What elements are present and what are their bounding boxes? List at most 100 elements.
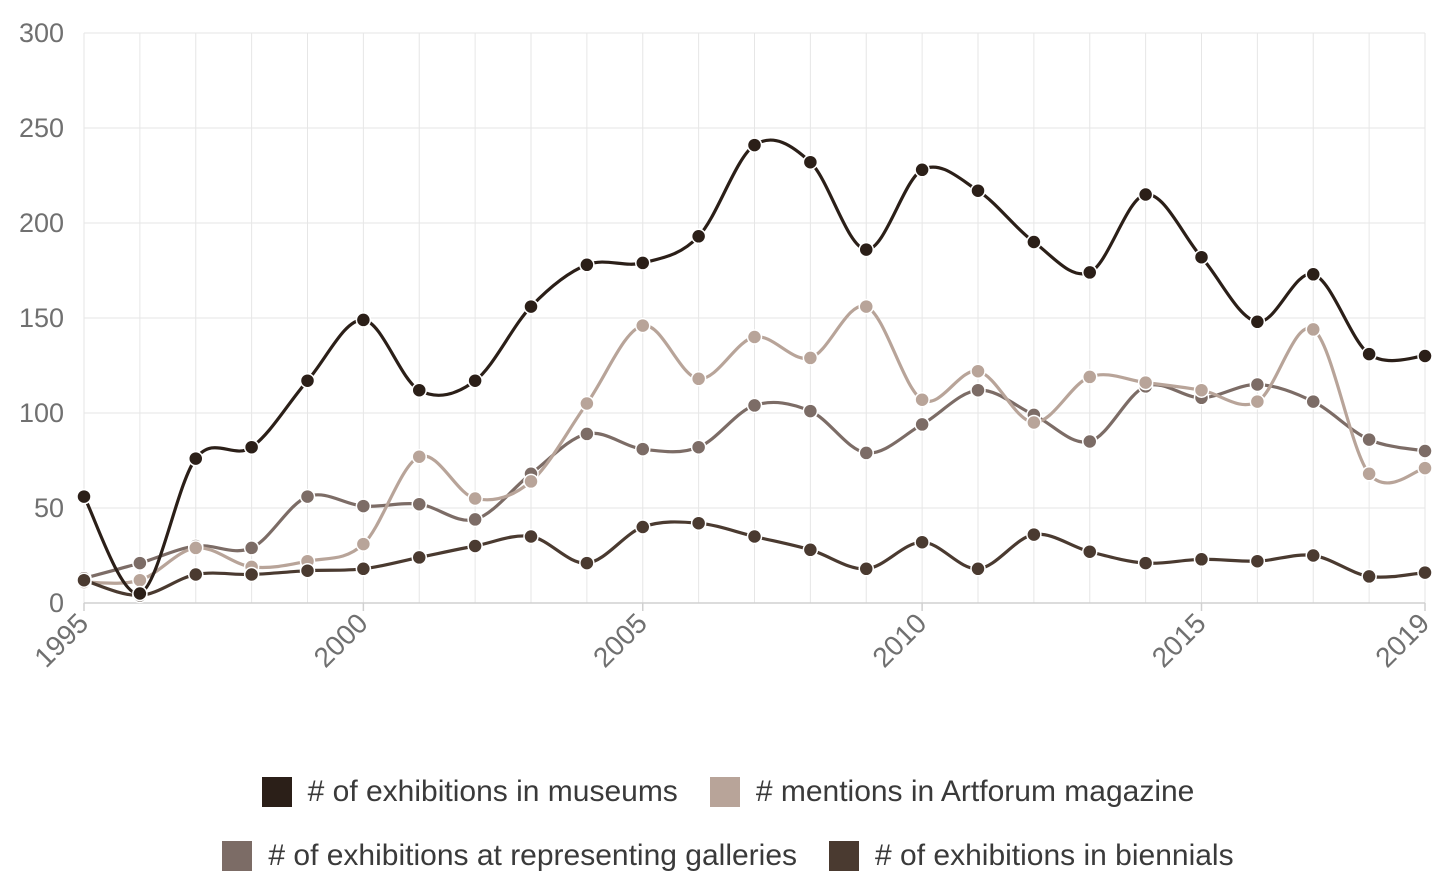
data-point-museums[interactable] — [1417, 348, 1433, 364]
legend-item-artforum[interactable]: # mentions in Artforum magazine — [709, 775, 1194, 809]
data-point-biennials[interactable] — [858, 561, 874, 577]
y-axis: 0 50 100 150 200 250 300 — [19, 18, 64, 618]
data-point-artforum[interactable] — [355, 536, 372, 552]
data-point-artforum[interactable] — [467, 490, 483, 507]
data-point-museums[interactable] — [579, 257, 595, 273]
data-point-museums[interactable] — [1026, 234, 1042, 250]
data-point-museums[interactable] — [970, 182, 986, 199]
data-point-artforum[interactable] — [188, 540, 204, 556]
data-point-artforum[interactable] — [802, 350, 819, 366]
data-point-biennials[interactable] — [1082, 543, 1098, 560]
data-point-galleries[interactable] — [858, 445, 874, 461]
data-point-museums[interactable] — [1249, 314, 1266, 330]
data-point-artforum[interactable] — [690, 371, 707, 387]
data-point-galleries[interactable] — [299, 488, 316, 505]
data-point-museums[interactable] — [1193, 249, 1210, 265]
data-point-museums[interactable] — [1305, 266, 1321, 283]
data-point-museums[interactable] — [858, 241, 874, 258]
data-point-biennials[interactable] — [243, 566, 260, 583]
data-point-galleries[interactable] — [132, 555, 148, 571]
data-point-museums[interactable] — [188, 450, 204, 467]
data-point-artforum[interactable] — [746, 329, 763, 345]
legend-item-museums[interactable]: # of exhibitions in museums — [261, 775, 678, 809]
data-point-artforum[interactable] — [1026, 414, 1042, 431]
data-point-biennials[interactable] — [1137, 555, 1154, 571]
data-point-galleries[interactable] — [914, 416, 930, 433]
data-point-museums[interactable] — [299, 372, 316, 389]
data-point-artforum[interactable] — [914, 391, 930, 408]
data-point-galleries[interactable] — [243, 540, 260, 556]
data-point-artforum[interactable] — [1082, 369, 1098, 385]
x-axis: 1995 2000 2005 2010 2015 2019 — [28, 603, 1435, 673]
data-point-museums[interactable] — [411, 382, 427, 398]
data-point-artforum[interactable] — [1137, 374, 1154, 391]
data-point-museums[interactable] — [690, 228, 707, 245]
data-point-biennials[interactable] — [1193, 551, 1210, 568]
data-point-artforum[interactable] — [1305, 321, 1321, 338]
data-point-biennials[interactable] — [188, 566, 204, 583]
data-point-biennials[interactable] — [635, 519, 651, 535]
y-tick-label: 100 — [19, 398, 64, 428]
data-point-artforum[interactable] — [1417, 460, 1433, 476]
data-point-artforum[interactable] — [1361, 466, 1377, 482]
data-point-biennials[interactable] — [970, 561, 986, 577]
data-point-artforum[interactable] — [635, 317, 651, 334]
data-point-biennials[interactable] — [411, 549, 427, 566]
data-point-museums[interactable] — [355, 312, 372, 328]
data-point-biennials[interactable] — [1249, 553, 1266, 569]
data-point-biennials[interactable] — [523, 528, 539, 545]
data-point-museums[interactable] — [635, 255, 651, 271]
data-point-galleries[interactable] — [355, 498, 372, 514]
data-point-museums[interactable] — [1361, 346, 1377, 362]
data-point-biennials[interactable] — [355, 561, 372, 577]
data-point-galleries[interactable] — [579, 426, 595, 442]
data-point-museums[interactable] — [914, 162, 930, 178]
data-point-artforum[interactable] — [523, 473, 539, 490]
data-point-museums[interactable] — [802, 154, 819, 170]
data-point-artforum[interactable] — [970, 363, 986, 379]
data-point-artforum[interactable] — [579, 395, 595, 412]
data-point-galleries[interactable] — [1305, 393, 1321, 410]
y-tick-label: 50 — [34, 493, 64, 523]
data-point-artforum[interactable] — [1193, 382, 1210, 398]
data-point-biennials[interactable] — [746, 528, 763, 545]
data-point-biennials[interactable] — [299, 562, 316, 579]
data-point-galleries[interactable] — [1082, 433, 1098, 450]
data-point-biennials[interactable] — [467, 538, 483, 554]
data-point-artforum[interactable] — [858, 298, 874, 315]
data-point-galleries[interactable] — [1361, 431, 1377, 448]
data-point-museums[interactable] — [1082, 264, 1098, 281]
legend: # of exhibitions in museums # mentions i… — [0, 760, 1456, 888]
data-point-biennials[interactable] — [1417, 564, 1433, 581]
data-point-biennials[interactable] — [579, 555, 595, 571]
legend-item-galleries[interactable]: # of exhibitions at representing galleri… — [222, 839, 797, 873]
data-point-galleries[interactable] — [690, 439, 707, 455]
data-point-museums[interactable] — [132, 585, 148, 602]
data-point-museums[interactable] — [243, 439, 260, 455]
data-point-biennials[interactable] — [690, 515, 707, 531]
data-point-galleries[interactable] — [746, 397, 763, 414]
data-point-museums[interactable] — [1137, 186, 1154, 203]
data-point-biennials[interactable] — [1305, 547, 1321, 564]
data-point-biennials[interactable] — [802, 542, 819, 558]
data-point-biennials[interactable] — [1026, 526, 1042, 543]
data-point-biennials[interactable] — [914, 534, 930, 550]
data-point-artforum[interactable] — [1249, 393, 1266, 410]
legend-item-biennials[interactable]: # of exhibitions in biennials — [829, 839, 1234, 873]
data-point-museums[interactable] — [467, 372, 483, 389]
data-point-biennials[interactable] — [1361, 568, 1377, 585]
data-point-galleries[interactable] — [1249, 376, 1266, 393]
data-point-galleries[interactable] — [411, 496, 427, 512]
data-point-museums[interactable] — [746, 137, 763, 153]
data-point-artforum[interactable] — [411, 448, 427, 465]
data-point-galleries[interactable] — [635, 441, 651, 457]
data-point-galleries[interactable] — [970, 382, 986, 398]
legend-label-museums: # of exhibitions in museums — [307, 775, 678, 808]
data-point-artforum[interactable] — [132, 572, 148, 588]
data-point-museums[interactable] — [523, 298, 539, 315]
data-point-galleries[interactable] — [1417, 443, 1433, 459]
data-point-biennials[interactable] — [76, 572, 92, 588]
data-point-galleries[interactable] — [467, 511, 483, 528]
data-point-galleries[interactable] — [802, 403, 819, 419]
data-point-museums[interactable] — [76, 488, 92, 505]
